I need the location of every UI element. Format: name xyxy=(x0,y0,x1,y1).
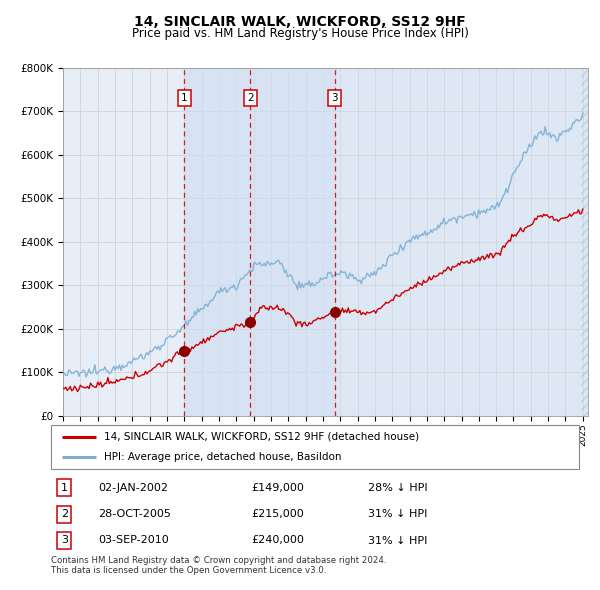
Text: 3: 3 xyxy=(331,93,338,103)
Text: 31% ↓ HPI: 31% ↓ HPI xyxy=(368,509,427,519)
Bar xyxy=(581,68,588,416)
Text: 28-OCT-2005: 28-OCT-2005 xyxy=(98,509,172,519)
Text: 03-SEP-2010: 03-SEP-2010 xyxy=(98,536,169,546)
Text: 1: 1 xyxy=(61,483,68,493)
Text: 2: 2 xyxy=(61,509,68,519)
Text: Price paid vs. HM Land Registry's House Price Index (HPI): Price paid vs. HM Land Registry's House … xyxy=(131,27,469,40)
Text: £215,000: £215,000 xyxy=(251,509,304,519)
Text: £240,000: £240,000 xyxy=(251,536,305,546)
Text: 3: 3 xyxy=(61,536,68,546)
Text: 14, SINCLAIR WALK, WICKFORD, SS12 9HF (detached house): 14, SINCLAIR WALK, WICKFORD, SS12 9HF (d… xyxy=(104,432,419,442)
Text: £149,000: £149,000 xyxy=(251,483,305,493)
Bar xyxy=(250,68,335,416)
Text: 02-JAN-2002: 02-JAN-2002 xyxy=(98,483,169,493)
Text: 28% ↓ HPI: 28% ↓ HPI xyxy=(368,483,427,493)
Bar xyxy=(581,68,588,416)
Text: Contains HM Land Registry data © Crown copyright and database right 2024.
This d: Contains HM Land Registry data © Crown c… xyxy=(51,556,386,575)
Text: HPI: Average price, detached house, Basildon: HPI: Average price, detached house, Basi… xyxy=(104,452,341,462)
Text: 31% ↓ HPI: 31% ↓ HPI xyxy=(368,536,427,546)
Text: 2: 2 xyxy=(247,93,254,103)
Bar xyxy=(184,68,250,416)
FancyBboxPatch shape xyxy=(51,425,579,469)
Text: 1: 1 xyxy=(181,93,188,103)
Bar xyxy=(335,68,588,416)
Text: 14, SINCLAIR WALK, WICKFORD, SS12 9HF: 14, SINCLAIR WALK, WICKFORD, SS12 9HF xyxy=(134,15,466,29)
